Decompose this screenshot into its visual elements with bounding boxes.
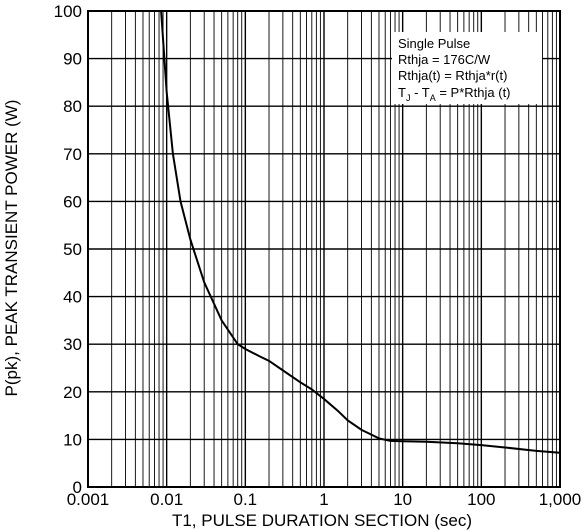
y-axis-title: P(pk), PEAK TRANSIENT POWER (W) [2,100,21,397]
plot-frame [87,10,561,488]
annotation-background [392,32,542,104]
annotation-t-j: T [398,85,406,100]
annotation-line-4: TJ - TA = P*Rthja (t) [398,85,511,103]
x-tick-label: 10 [393,490,412,509]
y-tick-label: 100 [54,2,82,21]
x-tick-labels: 0.001 0.01 0.1 1 10 100 1,000 [67,490,582,509]
x-tick-label: 1,000 [539,490,582,509]
x-tick-label: 0.1 [234,490,258,509]
y-tick-label: 20 [63,383,82,402]
annotation-box: Single Pulse Rthja = 176C/W Rthja(t) = R… [392,32,542,104]
annotation-line-1: Single Pulse [398,36,470,51]
x-tick-label: 100 [467,490,495,509]
annotation-sub-a: A [430,93,436,103]
power-curve [160,10,561,454]
annotation-equation: = P*Rthja (t) [436,85,511,100]
y-tick-label: 10 [63,430,82,449]
y-tick-label: 60 [63,192,82,211]
x-axis-title: T1, PULSE DURATION SECTION (sec) [172,511,472,530]
y-tick-label: 70 [63,145,82,164]
x-tick-label: 1 [319,490,328,509]
annotation-minus-t: - T [410,85,429,100]
y-tick-label: 30 [63,335,82,354]
y-tick-label: 90 [63,50,82,69]
annotation-line-3: Rthja(t) = Rthja*r(t) [398,68,507,83]
y-tick-label: 0 [73,478,82,497]
y-tick-label: 50 [63,240,82,259]
y-tick-label: 40 [63,288,82,307]
x-tick-label: 0.001 [67,490,110,509]
y-tick-labels: 0 10 20 30 40 50 60 70 80 90 100 [54,2,82,497]
annotation-line-2: Rthja = 176C/W [398,52,491,67]
annotation-sub-j: J [406,93,411,103]
x-tick-label: 0.01 [150,490,183,509]
y-tick-label: 80 [63,97,82,116]
